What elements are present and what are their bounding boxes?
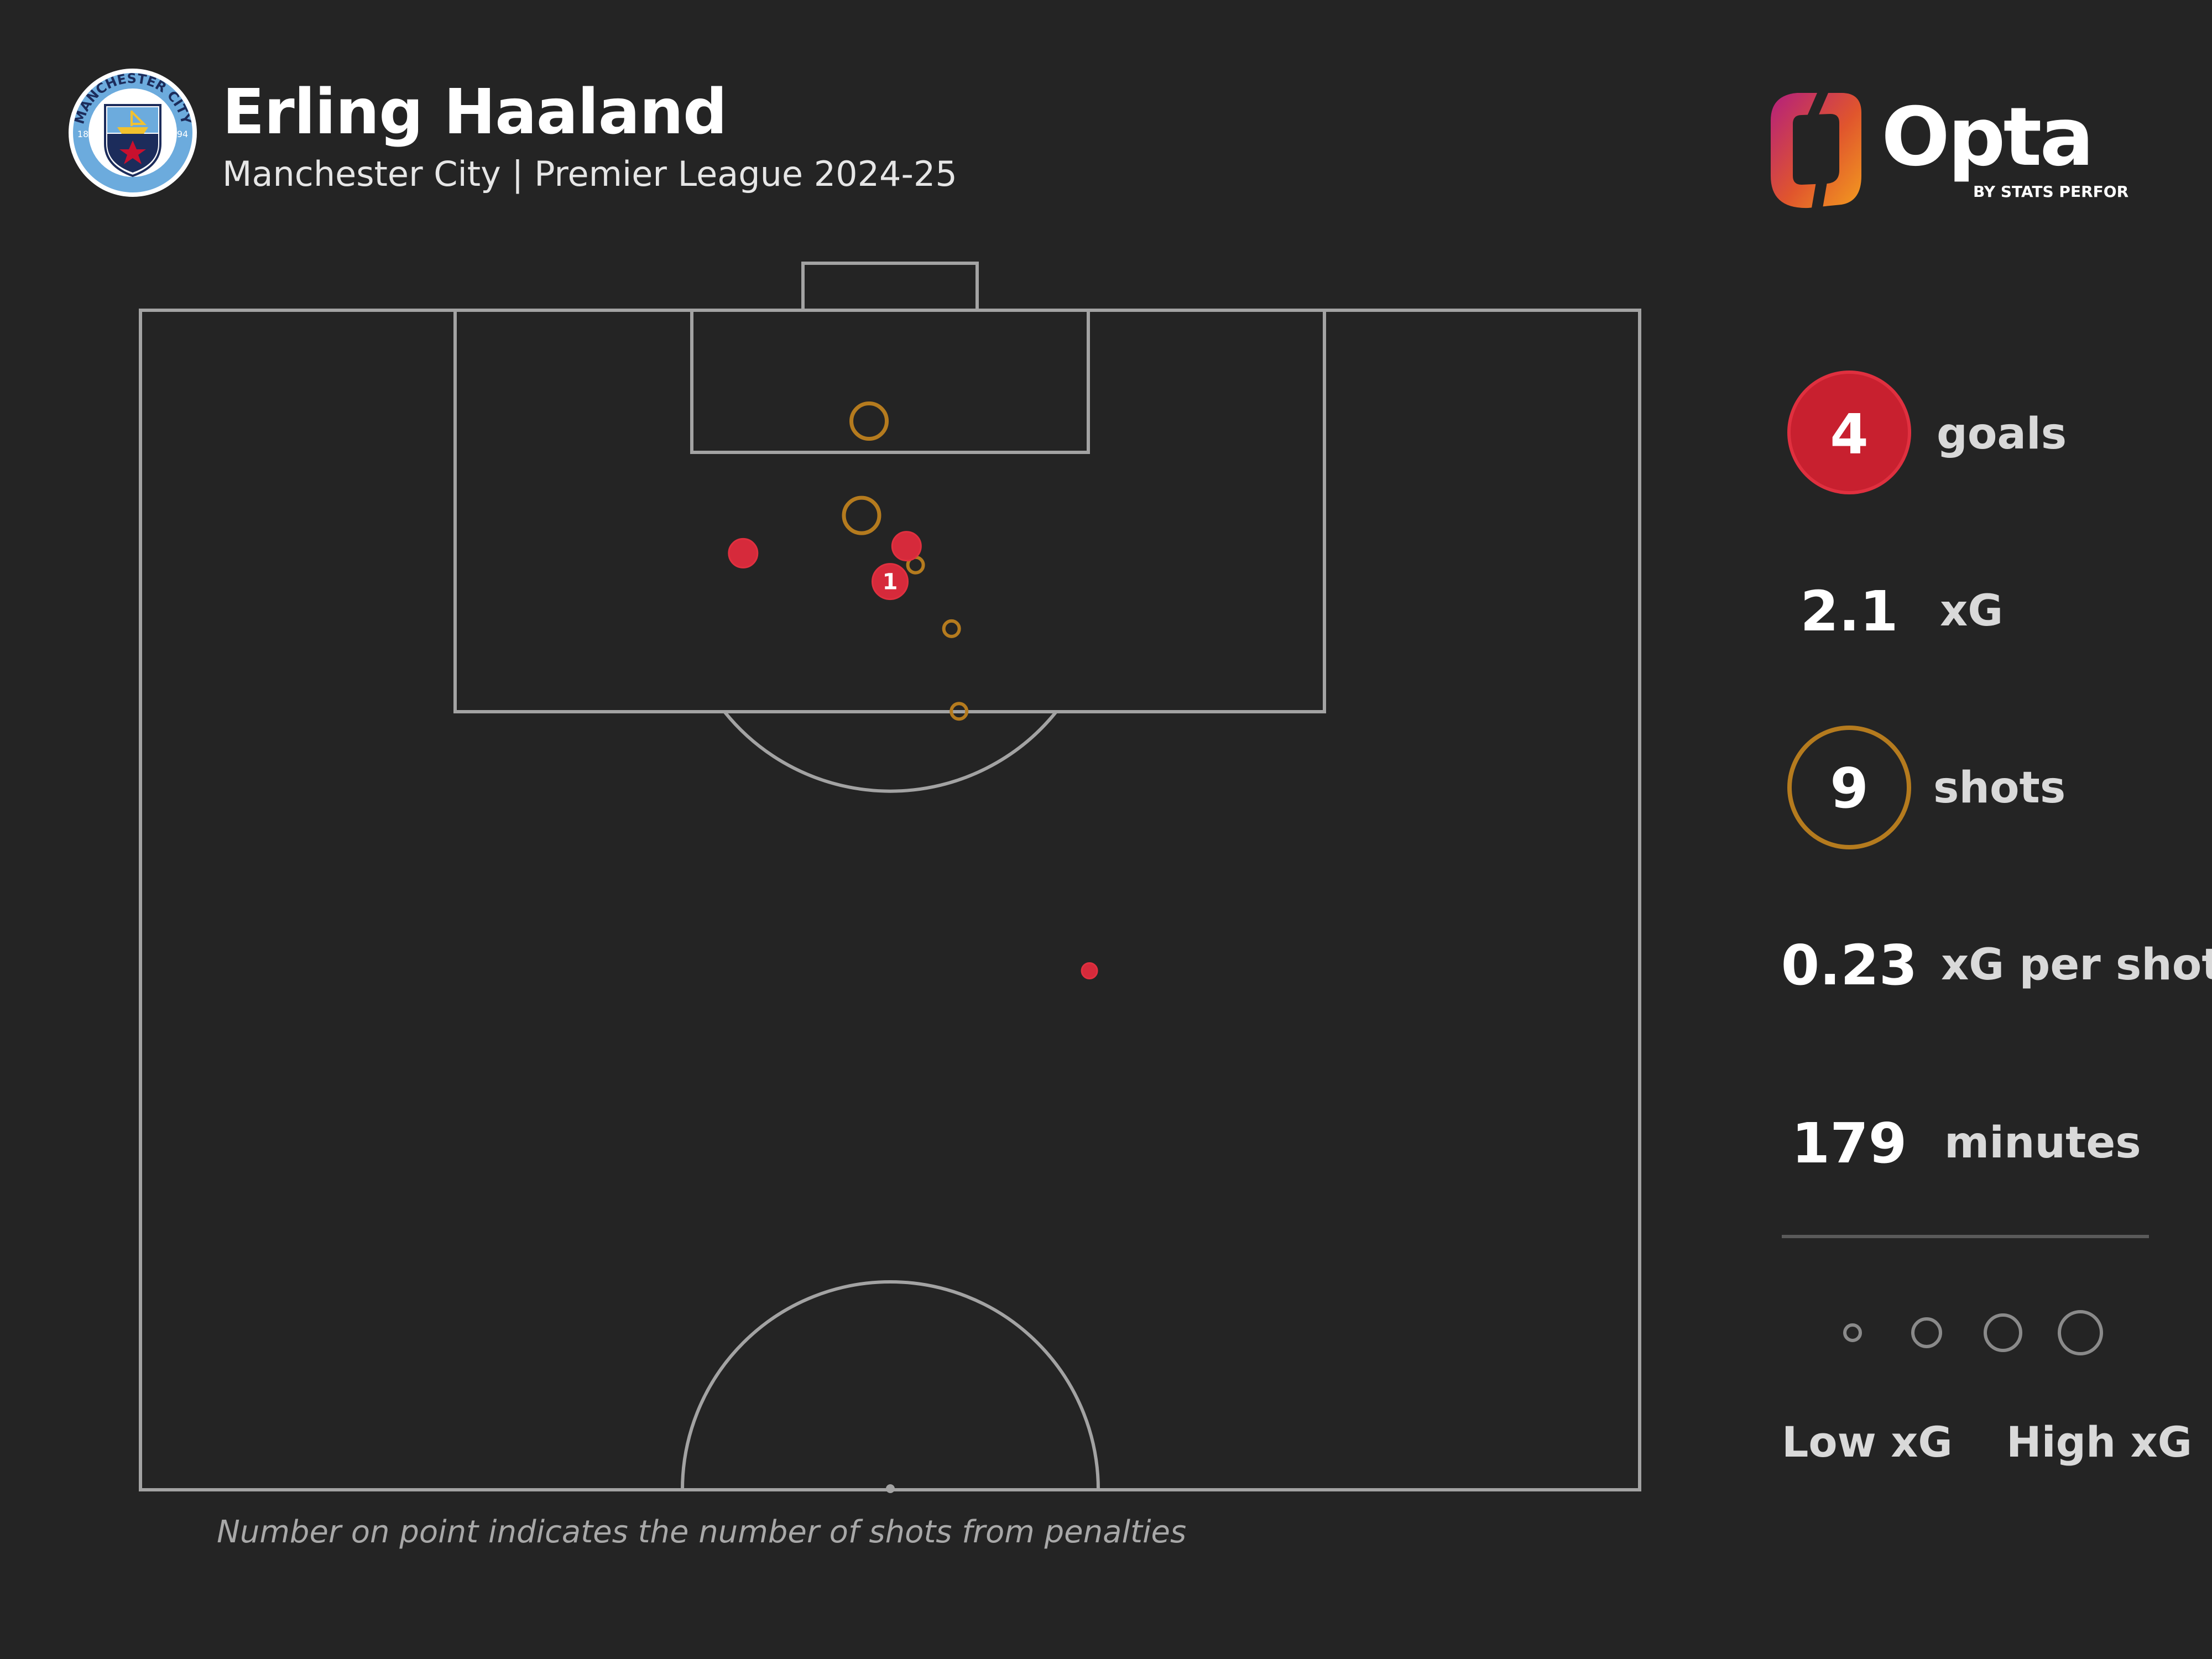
goal-frame: [801, 262, 979, 312]
xg-per-shot-value: 0.23: [1781, 933, 1918, 998]
goal-point: [728, 538, 759, 568]
legend-circle-medium: [1911, 1317, 1942, 1348]
legend-circle-largest: [2058, 1310, 2103, 1355]
shots-label: shots: [1933, 763, 2066, 813]
legend-low-label: Low xG: [1782, 1417, 1953, 1467]
penalty-arc: [723, 711, 1058, 793]
stats-divider: [1782, 1235, 2149, 1238]
opta-tagline: BY STATS PERFORM: [1973, 182, 2129, 201]
six-yard-box: [690, 309, 1090, 454]
badge-year-right: 94: [177, 129, 188, 139]
shot-point: [950, 702, 969, 721]
shot-point: [849, 401, 889, 441]
shots-value: 9: [1830, 756, 1869, 821]
centre-circle-arc: [681, 1280, 1100, 1490]
xg-label: xG: [1940, 586, 2004, 636]
badge-year-left: 18: [77, 129, 88, 139]
goals-label: goals: [1937, 409, 2067, 459]
penalty-box: [453, 309, 1326, 713]
player-name: Erling Haaland: [222, 76, 727, 148]
legend-high-label: High xG: [2006, 1417, 2193, 1467]
shots-layer: 1: [728, 401, 1098, 979]
xg-value: 2.1: [1800, 579, 1898, 644]
opta-wordmark: Opta: [1881, 90, 2092, 184]
goals-disc-icon: [1787, 371, 1911, 494]
goal-point: [872, 563, 909, 601]
legend-circle-large: [1984, 1313, 2022, 1352]
club-badge-icon: MANCHESTER CITY 18 94: [69, 69, 197, 197]
penalty-count-label: 1: [883, 570, 898, 595]
shots-ring-icon: [1787, 726, 1911, 849]
subtitle: Manchester City | Premier League 2024-25: [222, 154, 957, 194]
goal-point: [1081, 962, 1098, 979]
legend-circle-small: [1843, 1323, 1862, 1342]
minutes-label: minutes: [1944, 1118, 2141, 1168]
xg-size-legend: [1843, 1310, 2103, 1355]
pitch-boundary: [139, 309, 1641, 1491]
goal-point: [891, 531, 922, 562]
minutes-value: 179: [1791, 1111, 1907, 1176]
opta-logo-icon: Opta BY STATS PERFORM: [1771, 90, 2129, 208]
footnote: Number on point indicates the number of …: [217, 1514, 1187, 1550]
goals-value: 4: [1830, 402, 1869, 467]
xg-per-shot-label: xG per shot: [1941, 940, 2212, 990]
shot-point: [942, 619, 961, 638]
shot-point: [842, 495, 881, 535]
pitch-markings: [139, 262, 1641, 1493]
centre-spot: [886, 1484, 895, 1493]
